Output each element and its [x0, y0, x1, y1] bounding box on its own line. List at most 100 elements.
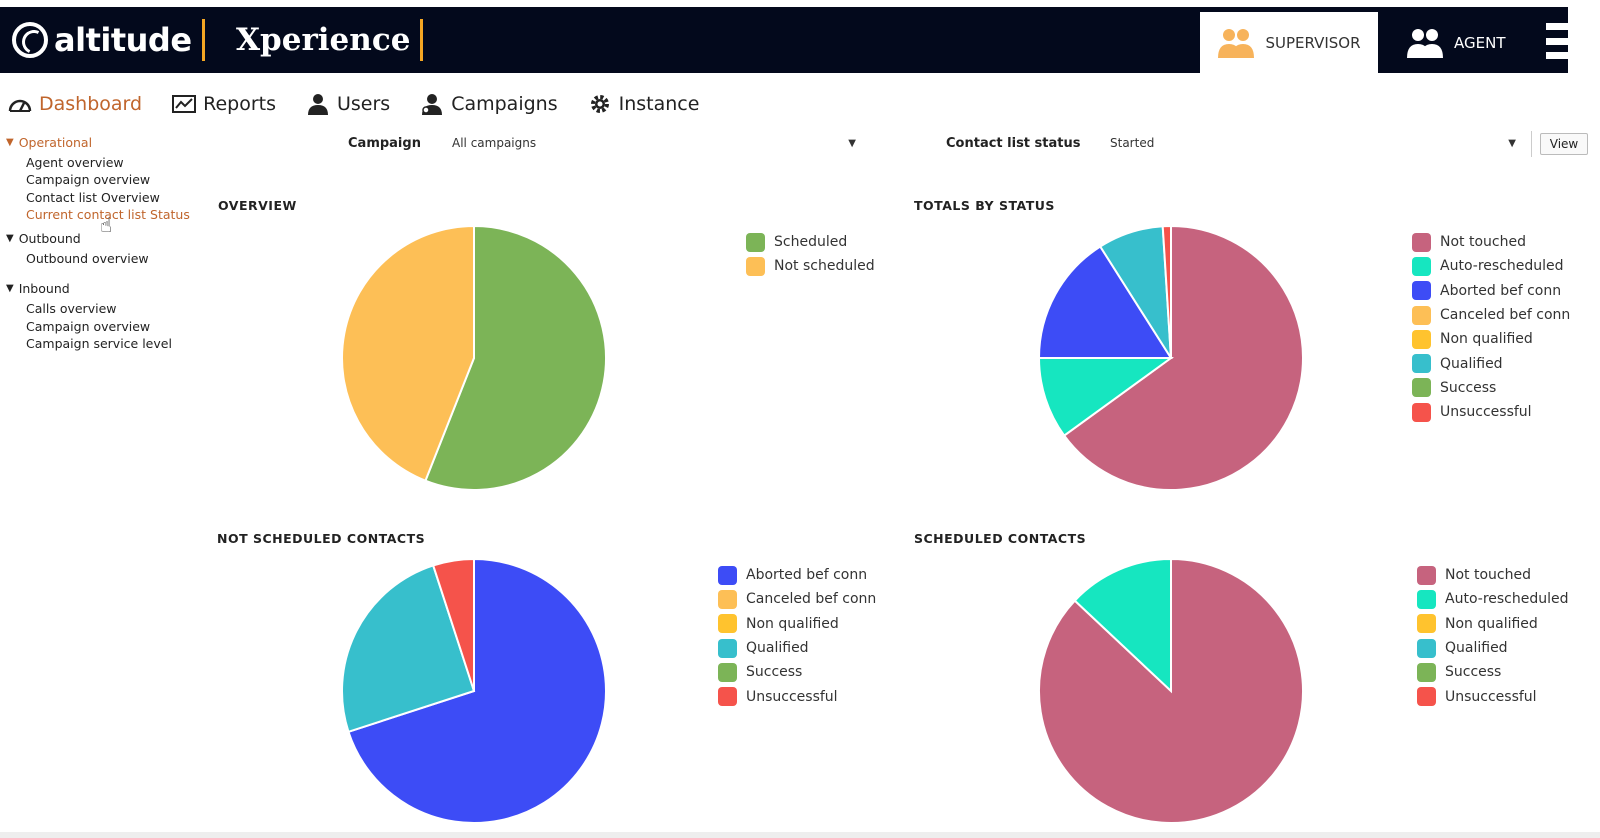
nav-instance-label: Instance: [618, 93, 700, 115]
legend-label: Qualified: [1445, 640, 1508, 657]
pie-slice-scheduled[interactable]: [424, 224, 607, 491]
pie-slice-unsuccessful[interactable]: [431, 557, 475, 692]
pie-slice-aborted-bef-conn[interactable]: [1037, 245, 1173, 359]
expand-triangle-icon: ▼: [6, 232, 14, 244]
legend-swatch: [1412, 232, 1431, 252]
legend-item-not-touched[interactable]: Not touched: [1412, 230, 1570, 254]
legend-item-success[interactable]: Success: [1417, 660, 1569, 684]
legend-label: Not touched: [1445, 567, 1531, 584]
pie-slice-unsuccessful[interactable]: [1161, 224, 1172, 359]
nav-reports[interactable]: Reports: [172, 93, 276, 115]
bottom-divider: [0, 832, 1600, 838]
legend-item-aborted-bef-conn[interactable]: Aborted bef conn: [1412, 279, 1570, 303]
legend-label: Not scheduled: [774, 258, 875, 275]
sidebar-item-campaign-overview[interactable]: Campaign overview: [26, 172, 151, 188]
legend-item-non-qualified[interactable]: Non qualified: [1417, 612, 1569, 636]
campaign-select-value: All campaigns: [452, 136, 537, 150]
overview-pie-chart: [341, 224, 607, 491]
nav-users-label: Users: [336, 93, 391, 115]
pie-slice-not-touched[interactable]: [1062, 224, 1304, 491]
legend-item-not-scheduled[interactable]: Not scheduled: [746, 254, 875, 278]
gear-icon: [590, 95, 609, 113]
nav-dashboard[interactable]: Dashboard: [8, 93, 142, 115]
nav-instance[interactable]: Instance: [588, 93, 700, 115]
legend-item-unsuccessful[interactable]: Unsuccessful: [1412, 400, 1570, 424]
legend-item-canceled-bef-conn[interactable]: Canceled bef conn: [718, 587, 876, 611]
nav-reports-label: Reports: [203, 93, 276, 115]
not-scheduled-contacts-legend: Aborted bef conn Canceled bef conn Non qua…: [718, 563, 876, 709]
top-bar: altitude Xperience SUPERVISOR AGENT: [0, 7, 1584, 73]
sidebar-item-agent-overview[interactable]: Agent overview: [26, 155, 124, 170]
hamburger-menu-icon[interactable]: [1546, 23, 1584, 59]
legend-item-success[interactable]: Success: [718, 660, 876, 684]
legend-label: Qualified: [746, 640, 809, 657]
nav-campaigns-label: Campaigns: [451, 93, 558, 115]
legend-item-unsuccessful[interactable]: Unsuccessful: [718, 684, 876, 708]
user-icon: [307, 94, 328, 115]
pie-slice-aborted-bef-conn[interactable]: [347, 557, 607, 824]
dropdown-caret-icon: ▼: [1508, 137, 1516, 149]
sidebar-item-current-contact-list-status[interactable]: Current contact list Status: [26, 206, 190, 222]
supervisor-icon: [1218, 28, 1255, 58]
agent-role-button[interactable]: AGENT: [1406, 12, 1516, 73]
status-select-value: Started: [1110, 136, 1155, 150]
overview-title: OVERVIEW: [218, 198, 297, 213]
legend-label: Non qualified: [1445, 615, 1538, 632]
scheduled-contacts-title: SCHEDULED CONTACTS: [914, 531, 1087, 546]
totals-by-status-pie-chart: [1037, 224, 1304, 491]
sidebar: ▼ Operational Agent overview Campaign ov…: [6, 133, 206, 352]
supervisor-role-button[interactable]: SUPERVISOR: [1200, 12, 1378, 73]
sidebar-item-contact-list-overview[interactable]: Contact list Overview: [26, 189, 160, 205]
legend-label: Unsuccessful: [746, 688, 838, 705]
sidebar-group-operational[interactable]: ▼ Operational: [6, 133, 206, 151]
legend-item-qualified[interactable]: Qualified: [1412, 351, 1570, 375]
view-button[interactable]: View: [1540, 133, 1588, 155]
campaign-select[interactable]: All campaigns ▼: [446, 133, 862, 153]
legend-swatch: [718, 687, 737, 707]
legend-label: Canceled bef conn: [746, 591, 877, 608]
altitude-logo[interactable]: altitude: [12, 7, 192, 73]
status-select[interactable]: Started ▼: [1104, 133, 1522, 153]
scheduled-contacts-pie-chart: [1038, 557, 1304, 824]
legend-label: Auto-rescheduled: [1445, 591, 1569, 608]
legend-item-aborted-bef-conn[interactable]: Aborted bef conn: [718, 563, 876, 587]
logo-text: altitude: [54, 21, 192, 59]
hand-cursor-icon: ☝: [100, 213, 113, 237]
nav-users[interactable]: Users: [306, 93, 390, 115]
pie-slice-not-scheduled[interactable]: [341, 224, 475, 483]
legend-item-qualified[interactable]: Qualified: [1417, 636, 1569, 660]
legend-item-unsuccessful[interactable]: Unsuccessful: [1417, 684, 1569, 708]
sidebar-item-outbound-overview[interactable]: Outbound overview: [26, 251, 149, 267]
campaigns-icon: [422, 94, 443, 115]
legend-item-auto-rescheduled[interactable]: Auto-rescheduled: [1417, 587, 1569, 611]
sidebar-item-inbound-campaign-overview[interactable]: Campaign overview: [26, 318, 151, 334]
legend-item-qualified[interactable]: Qualified: [718, 636, 876, 660]
legend-label: Non qualified: [1440, 331, 1533, 348]
product-separator: [420, 19, 423, 61]
nav-campaigns[interactable]: Campaigns: [420, 93, 558, 115]
legend-item-canceled-bef-conn[interactable]: Canceled bef conn: [1412, 303, 1570, 327]
legend-swatch: [718, 662, 737, 682]
sidebar-item-calls-overview[interactable]: Calls overview: [26, 301, 117, 317]
sidebar-group-inbound[interactable]: ▼ Inbound: [6, 279, 206, 297]
sidebar-item-campaign-service-level[interactable]: Campaign service level: [26, 336, 172, 352]
pie-slice-auto-rescheduled[interactable]: [1037, 357, 1175, 437]
legend-label: Scheduled: [774, 234, 848, 251]
legend-item-scheduled[interactable]: Scheduled: [746, 230, 875, 254]
not-scheduled-contacts-title: NOT SCHEDULED CONTACTS: [217, 531, 426, 546]
agent-label: AGENT: [1454, 33, 1506, 52]
legend-item-success[interactable]: Success: [1412, 376, 1570, 400]
pie-slice-qualified[interactable]: [341, 564, 476, 734]
legend-item-not-touched[interactable]: Not touched: [1417, 563, 1569, 587]
legend-item-non-qualified[interactable]: Non qualified: [718, 612, 876, 636]
expand-triangle-icon: ▼: [6, 136, 14, 148]
legend-swatch: [1412, 378, 1431, 398]
pie-slice-auto-rescheduled[interactable]: [1073, 557, 1172, 694]
legend-swatch: [1417, 687, 1436, 707]
legend-label: Aborted bef conn: [1440, 282, 1562, 299]
legend-item-non-qualified[interactable]: Non qualified: [1412, 327, 1570, 351]
sidebar-group-outbound[interactable]: ▼ Outbound: [6, 229, 206, 247]
legend-item-auto-rescheduled[interactable]: Auto-rescheduled: [1412, 254, 1570, 278]
legend-swatch: [718, 565, 737, 585]
legend-swatch: [718, 614, 737, 634]
